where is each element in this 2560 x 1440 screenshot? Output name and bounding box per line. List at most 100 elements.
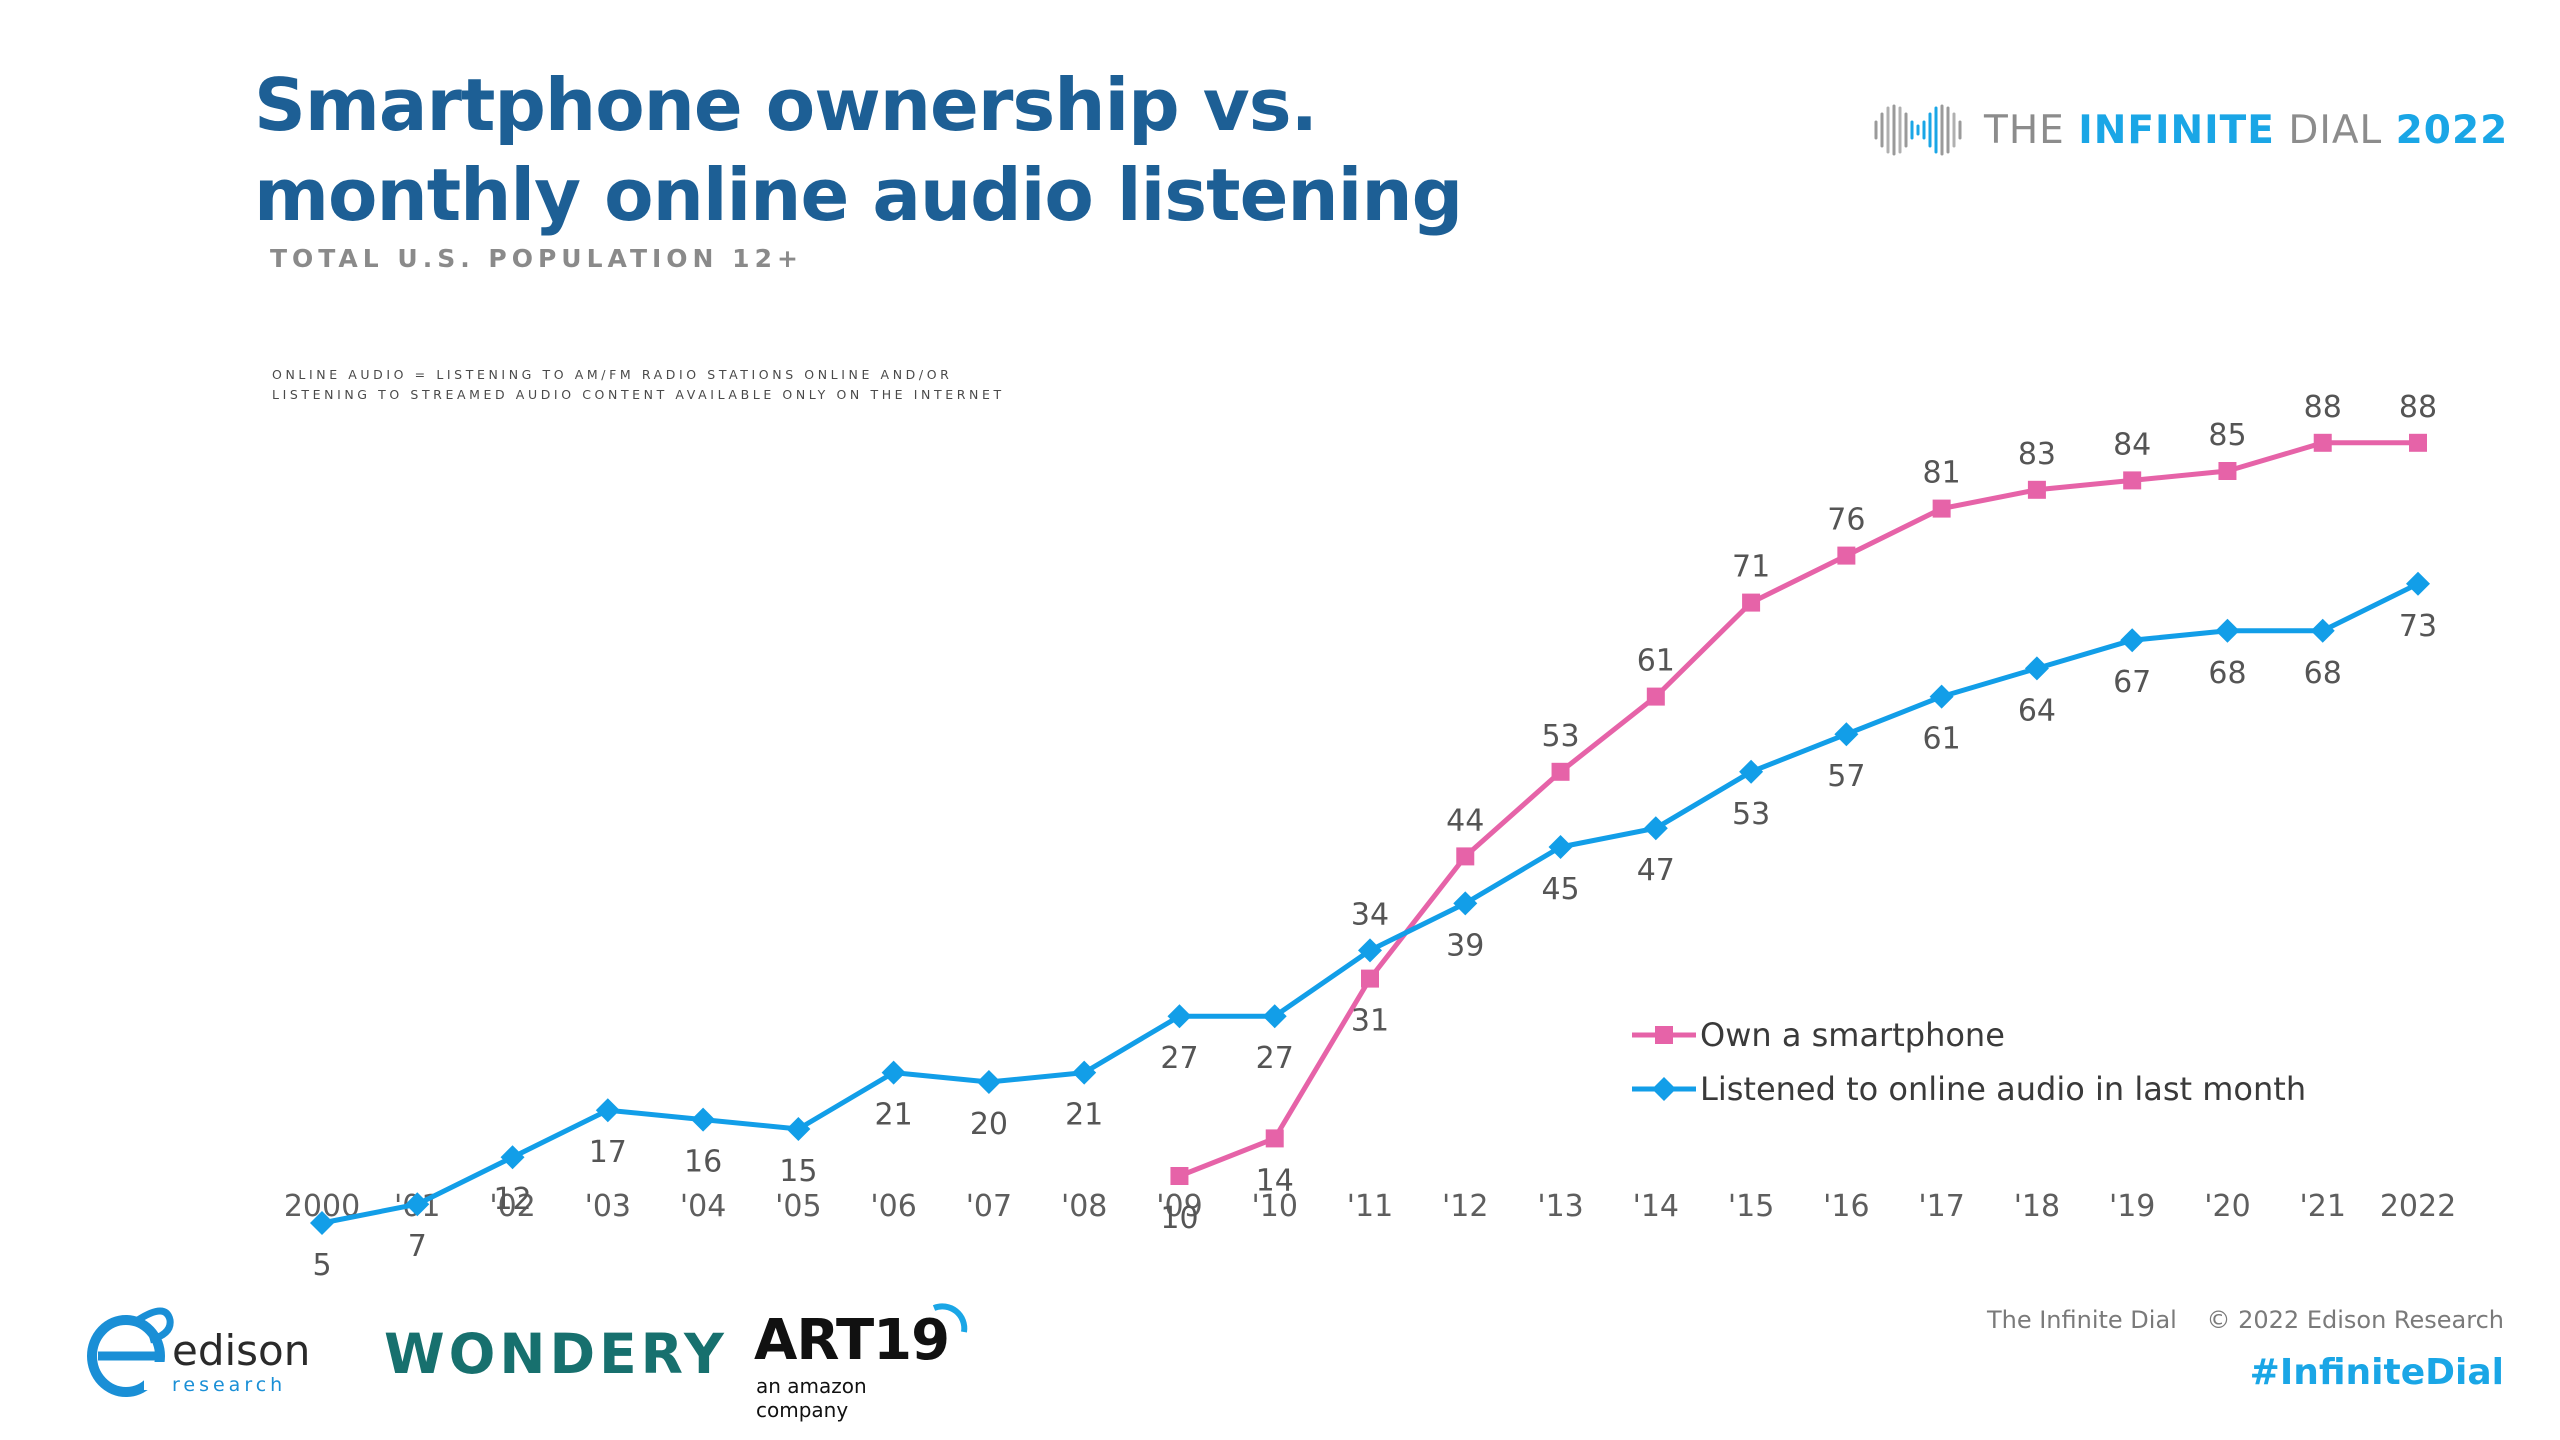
x-tick-label: 2022 xyxy=(2380,1189,2456,1224)
art19-logo: ART19 an amazon company xyxy=(754,1303,968,1422)
chart-subtitle: TOTAL U.S. POPULATION 12+ xyxy=(270,244,803,273)
data-label: 27 xyxy=(1256,1041,1294,1076)
x-tick-label: '09 xyxy=(1156,1189,1202,1224)
x-tick-label: '15 xyxy=(1728,1189,1774,1224)
x-tick-label: '04 xyxy=(680,1189,726,1224)
data-label: 61 xyxy=(1637,644,1675,679)
data-point xyxy=(2215,618,2240,643)
art19-name: ART19 xyxy=(754,1308,950,1373)
wondery-logo: WONDERY xyxy=(384,1322,728,1386)
data-point xyxy=(2123,471,2142,490)
edison-name: edison xyxy=(172,1326,311,1375)
data-point xyxy=(2027,480,2046,499)
data-label: 57 xyxy=(1827,759,1865,794)
data-point xyxy=(310,1211,334,1235)
data-label: 21 xyxy=(875,1098,913,1133)
x-tick-label: '05 xyxy=(775,1189,821,1224)
data-point xyxy=(1834,722,1859,747)
series-line xyxy=(1178,440,2418,1179)
data-label: 68 xyxy=(2208,656,2246,691)
data-point xyxy=(1548,835,1573,859)
data-point xyxy=(1739,759,1764,784)
legend-label: Listened to online audio in last month xyxy=(1700,1070,2306,1108)
legend-marker xyxy=(1655,1026,1673,1044)
data-point xyxy=(1262,1004,1287,1029)
data-label: 14 xyxy=(1256,1163,1294,1198)
data-label: 31 xyxy=(1351,1004,1389,1039)
data-label: 73 xyxy=(2399,609,2437,644)
data-label: 44 xyxy=(1446,803,1484,838)
data-label: 27 xyxy=(1160,1041,1198,1076)
note-line-1: ONLINE AUDIO = LISTENING TO AM/FM RADIO … xyxy=(272,367,953,382)
x-tick-label: '07 xyxy=(966,1189,1012,1224)
data-point xyxy=(1265,1129,1284,1148)
data-point xyxy=(1170,1167,1189,1185)
legend-label: Own a smartphone xyxy=(1700,1016,2005,1054)
data-point xyxy=(2409,433,2427,452)
data-point xyxy=(1072,1060,1097,1085)
data-label: 88 xyxy=(2304,390,2342,425)
x-tick-label: '06 xyxy=(870,1189,916,1224)
data-point xyxy=(595,1098,620,1123)
credit-copyright: © 2022 Edison Research xyxy=(2206,1306,2504,1334)
x-tick-label: '12 xyxy=(1442,1189,1488,1224)
data-point xyxy=(1358,938,1382,963)
brand-word-dial: DIAL xyxy=(2288,107,2383,153)
title-line-1: Smartphone ownership vs. xyxy=(254,63,1318,147)
data-point xyxy=(1361,969,1379,988)
data-label: 53 xyxy=(1732,797,1770,832)
data-label: 7 xyxy=(408,1229,427,1264)
data-label: 39 xyxy=(1446,928,1484,963)
x-tick-label: '18 xyxy=(2014,1189,2060,1224)
x-tick-label: '11 xyxy=(1347,1189,1393,1224)
data-point xyxy=(1742,593,1761,612)
data-label: 17 xyxy=(589,1135,627,1170)
x-tick-label: '13 xyxy=(1537,1189,1583,1224)
data-point xyxy=(1929,684,1954,709)
data-point xyxy=(881,1060,906,1085)
x-tick-label: '19 xyxy=(2109,1189,2155,1224)
credit-infinite-dial: The Infinite Dial xyxy=(1986,1306,2177,1334)
data-point xyxy=(1456,847,1475,866)
data-label: 45 xyxy=(1541,872,1579,907)
credit-line: The Infinite Dial © 2022 Edison Research xyxy=(1987,1306,2504,1334)
data-point xyxy=(2313,433,2332,452)
chart-legend: Own a smartphone Listened to online audio… xyxy=(1632,1016,2306,1108)
data-point xyxy=(1453,891,1478,916)
data-point xyxy=(1837,546,1856,565)
data-point xyxy=(1643,816,1668,841)
line-chart: 2000'01'02'03'04'05'06'07'08'09'10'11'12… xyxy=(284,390,2456,1283)
data-point xyxy=(2218,462,2237,480)
x-tick-label: '16 xyxy=(1823,1189,1869,1224)
data-label: 61 xyxy=(1923,722,1961,757)
data-label: 12 xyxy=(493,1182,531,1217)
data-point xyxy=(405,1192,430,1217)
data-point xyxy=(2310,618,2335,643)
data-label: 21 xyxy=(1065,1098,1103,1133)
footer-credits: The Infinite Dial © 2022 Edison Research… xyxy=(1987,1306,2504,1393)
data-point xyxy=(2406,571,2430,596)
data-label: 16 xyxy=(684,1145,722,1180)
data-label: 64 xyxy=(2018,693,2056,728)
legend-item: Listened to online audio in last month xyxy=(1632,1070,2306,1108)
note-line-2: LISTENING TO STREAMED AUDIO CONTENT AVAI… xyxy=(272,387,1005,402)
hashtag-link[interactable]: #InfiniteDial xyxy=(2249,1352,2504,1393)
art19-sub: an amazon company xyxy=(756,1374,867,1422)
edison-e-icon xyxy=(87,1307,174,1397)
data-label: 76 xyxy=(1827,503,1865,538)
data-label: 67 xyxy=(2113,665,2151,700)
edison-research-logo: edison research xyxy=(84,1300,324,1410)
data-label: 85 xyxy=(2208,418,2246,453)
x-tick-label: '03 xyxy=(585,1189,631,1224)
data-label: 10 xyxy=(1160,1201,1198,1236)
data-point xyxy=(2120,628,2145,653)
definition-note: ONLINE AUDIO = LISTENING TO AM/FM RADIO … xyxy=(272,365,1172,405)
data-label: 84 xyxy=(2113,427,2151,462)
brand-word-infinite: INFINITE xyxy=(2078,107,2275,153)
edison-sub: research xyxy=(172,1374,287,1396)
data-label: 34 xyxy=(1351,897,1389,932)
data-label: 20 xyxy=(970,1107,1008,1142)
x-tick-label: '02 xyxy=(489,1189,535,1224)
